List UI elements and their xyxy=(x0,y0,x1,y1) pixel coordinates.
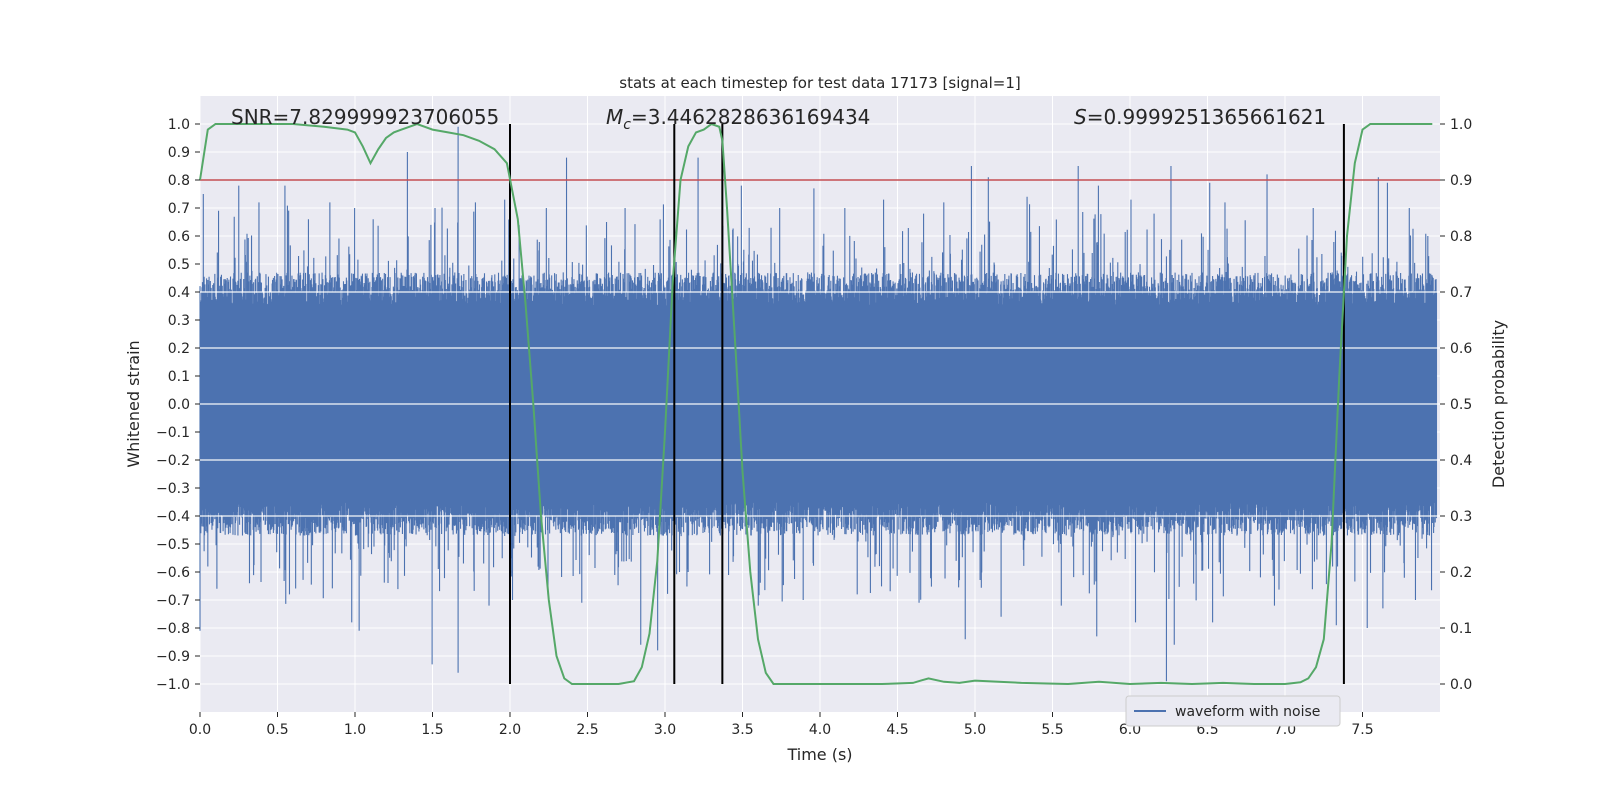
x-tick-label: 1.5 xyxy=(421,722,443,738)
x-tick-label: 2.5 xyxy=(576,722,598,738)
y-left-tick-label: 0.6 xyxy=(168,229,190,245)
y-left-tick-label: −0.6 xyxy=(156,565,190,581)
y-right-tick-label: 0.1 xyxy=(1450,621,1472,637)
vertical-markers xyxy=(509,124,1345,684)
y-right-tick-label: 0.9 xyxy=(1450,173,1472,189)
chirp-mass-annotation: Mc=3.4462828636169434 xyxy=(606,105,870,133)
y-right-axis-ticks: 1.0 0.9 0.8 0.7 0.6 0.5 0.4 0.3 0.2 0.1 0.0 xyxy=(1440,117,1472,693)
probability-series xyxy=(199,122,1433,686)
chart-title: stats at each timestep for test data 171… xyxy=(619,74,1020,92)
y-left-tick-label: 0.2 xyxy=(168,341,190,357)
y-right-tick-label: 0.6 xyxy=(1450,341,1472,357)
y-right-tick-label: 1.0 xyxy=(1450,117,1472,133)
y-left-tick-label: 0.4 xyxy=(168,285,190,301)
y-left-tick-label: −0.7 xyxy=(156,593,190,609)
y-left-tick-label: −0.4 xyxy=(156,509,190,525)
chirp-mass-value: =3.4462828636169434 xyxy=(631,105,870,129)
y-left-axis-ticks: 1.0 0.9 0.8 0.7 0.6 0.5 0.4 0.3 0.2 0.1 0.0 −0.1 −0.… xyxy=(156,117,200,693)
x-tick-label: 4.5 xyxy=(886,722,908,738)
y-right-tick-label: 0.3 xyxy=(1450,509,1472,525)
y-left-tick-label: −0.5 xyxy=(156,537,190,553)
y-left-tick-label: 0.1 xyxy=(168,369,190,385)
y-left-tick-label: −0.1 xyxy=(156,425,190,441)
y-right-tick-label: 0.4 xyxy=(1450,453,1472,469)
legend: waveform with noise xyxy=(1125,695,1341,727)
y-right-tick-label: 0.8 xyxy=(1450,229,1472,245)
y-left-tick-label: 0.8 xyxy=(168,173,190,189)
x-tick-label: 4.0 xyxy=(809,722,831,738)
x-tick-label: 3.0 xyxy=(654,722,676,738)
snr-annotation: SNR=7.829999923706055 xyxy=(231,105,499,129)
y-left-tick-label: −0.9 xyxy=(156,649,190,665)
score-symbol: S xyxy=(1074,105,1087,129)
y-right-axis-label: Detection probability xyxy=(1489,320,1508,488)
y-left-tick-label: −0.2 xyxy=(156,453,190,469)
chirp-mass-symbol: M xyxy=(606,105,623,129)
legend-label: waveform with noise xyxy=(1175,704,1320,720)
y-left-tick-label: 1.0 xyxy=(168,117,190,133)
x-tick-label: 1.0 xyxy=(344,722,366,738)
x-tick-label: 0.0 xyxy=(189,722,211,738)
y-right-tick-label: 0.7 xyxy=(1450,285,1472,301)
x-tick-label: 3.5 xyxy=(731,722,753,738)
y-left-tick-label: −0.8 xyxy=(156,621,190,637)
y-right-tick-label: 0.0 xyxy=(1450,677,1472,693)
score-annotation: S=0.9999251365661621 xyxy=(1074,105,1326,129)
y-left-tick-label: 0.9 xyxy=(168,145,190,161)
y-left-axis-label: Whitened strain xyxy=(124,340,143,467)
y-left-tick-label: −1.0 xyxy=(156,677,190,693)
score-value: =0.9999251365661621 xyxy=(1087,105,1326,129)
x-tick-label: 5.0 xyxy=(964,722,986,738)
x-tick-label: 7.5 xyxy=(1351,722,1373,738)
y-left-tick-label: 0.7 xyxy=(168,201,190,217)
y-left-tick-label: 0.3 xyxy=(168,313,190,329)
x-tick-label: 0.5 xyxy=(266,722,288,738)
x-axis-ticks: 0.0 0.5 1.0 1.5 2.0 2.5 3.0 3.5 4.0 4.5 5.0 5.5 6.0 6… xyxy=(189,712,1374,738)
chirp-mass-subscript: c xyxy=(623,117,631,133)
x-tick-label: 2.0 xyxy=(499,722,521,738)
y-left-tick-label: 0.0 xyxy=(168,397,190,413)
x-tick-label: 5.5 xyxy=(1041,722,1063,738)
y-right-tick-label: 0.2 xyxy=(1450,565,1472,581)
y-left-tick-label: −0.3 xyxy=(156,481,190,497)
y-left-tick-label: 0.5 xyxy=(168,257,190,273)
x-axis-label: Time (s) xyxy=(786,745,852,764)
legend-box xyxy=(1125,695,1341,727)
grid-overlay xyxy=(200,291,1440,517)
y-right-tick-label: 0.5 xyxy=(1450,397,1472,413)
